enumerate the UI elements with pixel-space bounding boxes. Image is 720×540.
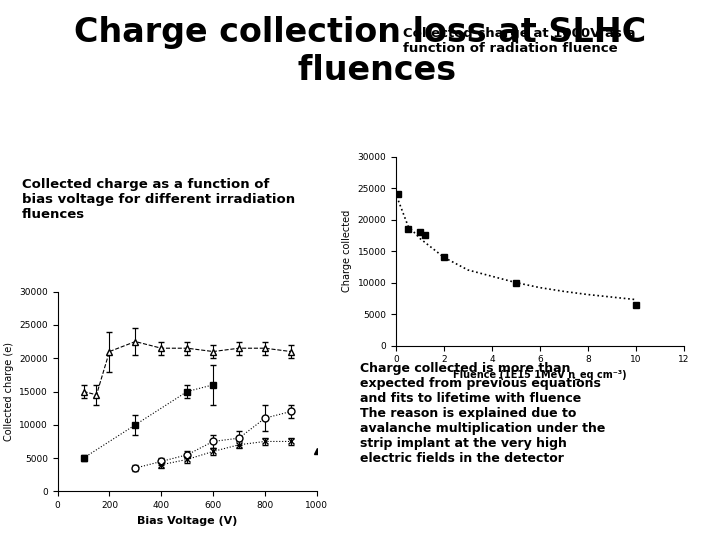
Text: Collected charge at 1000V as a
function of radiation fluence: Collected charge at 1000V as a function … bbox=[403, 27, 636, 55]
Y-axis label: Charge collected: Charge collected bbox=[342, 210, 352, 292]
Text: Charge collection loss at SLHC
   fluences: Charge collection loss at SLHC fluences bbox=[74, 16, 646, 87]
Text: Charge collected is more than
expected from previous equations
and fits to lifet: Charge collected is more than expected f… bbox=[360, 362, 606, 465]
Text: Collected charge as a function of
bias voltage for different irradiation
fluence: Collected charge as a function of bias v… bbox=[22, 178, 294, 221]
Y-axis label: Collected charge (e): Collected charge (e) bbox=[4, 342, 14, 441]
X-axis label: Fluence (1E15 1MeV n_eq cm⁻³): Fluence (1E15 1MeV n_eq cm⁻³) bbox=[453, 370, 627, 380]
X-axis label: Bias Voltage (V): Bias Voltage (V) bbox=[137, 516, 238, 525]
